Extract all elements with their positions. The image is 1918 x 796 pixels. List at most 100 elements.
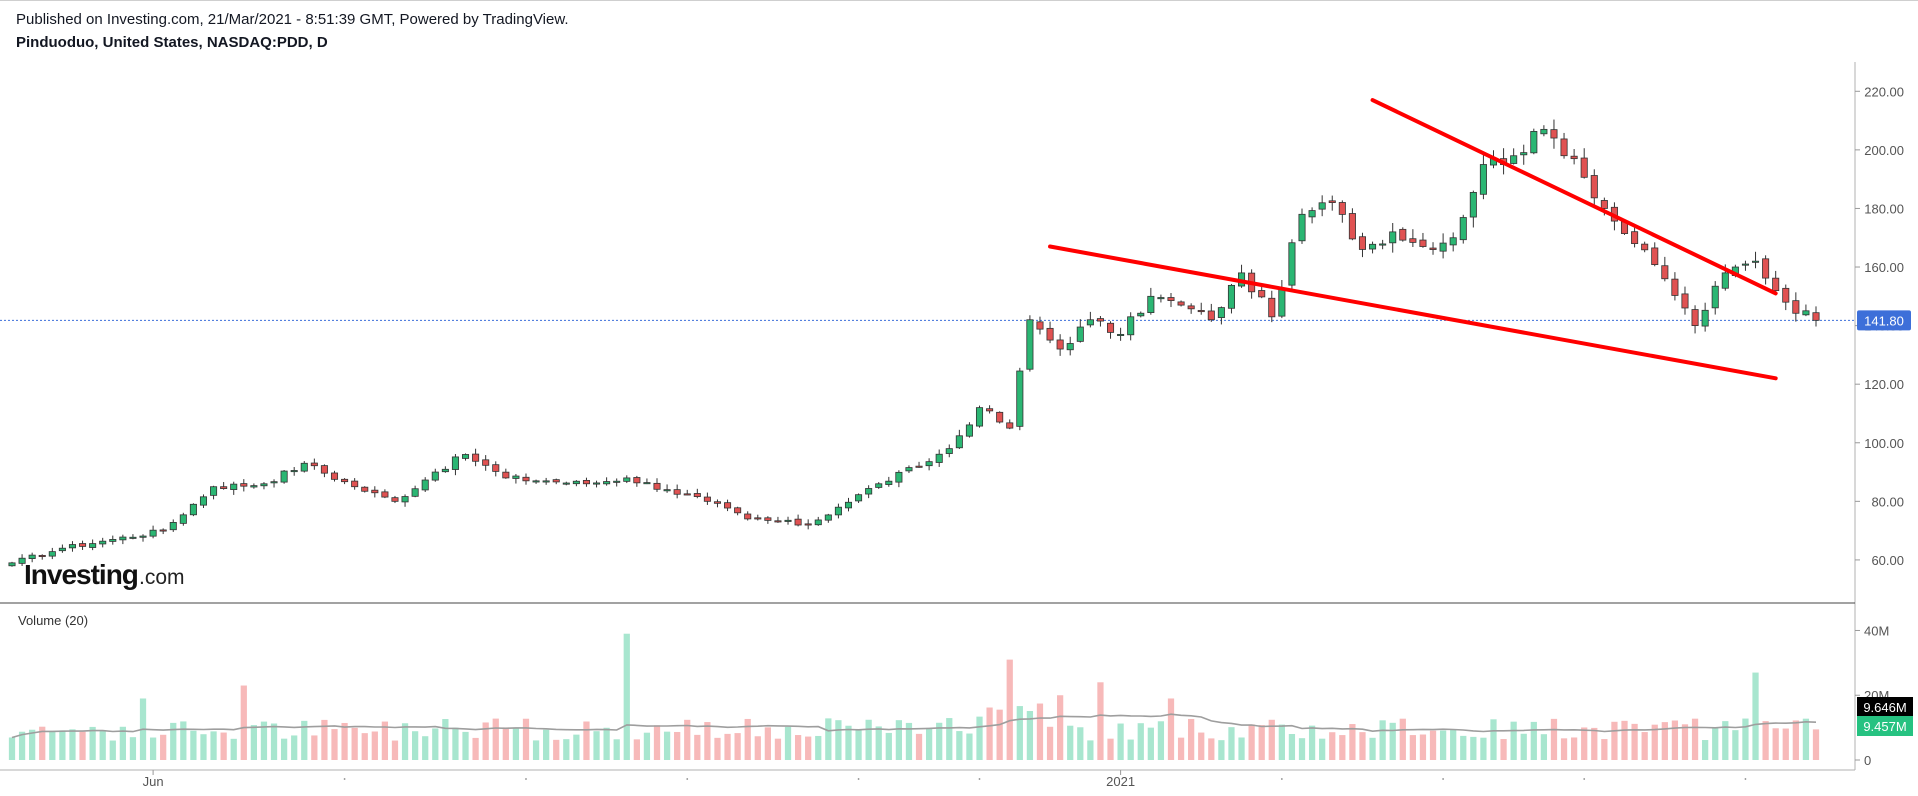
candle-body bbox=[1399, 228, 1407, 241]
volume-bar bbox=[59, 730, 66, 760]
volume-bar bbox=[331, 729, 338, 760]
volume-bar bbox=[794, 735, 802, 760]
last-price-value: 141.80 bbox=[1864, 313, 1904, 328]
volume-bar bbox=[694, 734, 701, 760]
candle-body bbox=[38, 554, 46, 557]
candle-body bbox=[794, 518, 802, 526]
volume-bar bbox=[99, 730, 106, 760]
trendline[interactable] bbox=[1048, 244, 1778, 381]
volume-bar bbox=[1570, 737, 1578, 760]
volume-bar bbox=[865, 719, 872, 760]
volume-bar bbox=[391, 740, 399, 760]
logo-suffix: .com bbox=[139, 566, 185, 589]
volume-bar bbox=[966, 733, 973, 760]
candle-body bbox=[1721, 272, 1729, 289]
candle-body bbox=[1429, 247, 1437, 250]
volume-bar bbox=[1319, 738, 1326, 760]
volume-bar bbox=[49, 731, 56, 760]
candle-body bbox=[411, 488, 419, 497]
volume-bar bbox=[230, 738, 237, 760]
volume-bar bbox=[170, 722, 177, 760]
candle-body bbox=[1701, 309, 1709, 327]
candle-body bbox=[492, 464, 500, 472]
volume-bar bbox=[1550, 718, 1558, 760]
candle-body bbox=[754, 517, 762, 520]
volume-bar bbox=[1530, 721, 1537, 760]
trendlines bbox=[1048, 98, 1778, 381]
volume-bar bbox=[815, 735, 822, 760]
candle-body bbox=[1641, 243, 1649, 251]
symbol-title: Pinduoduo, United States, NASDAQ:PDD, D bbox=[16, 34, 328, 51]
volume-bar bbox=[714, 737, 721, 760]
candle-body bbox=[1681, 293, 1689, 309]
candle-body bbox=[552, 479, 560, 483]
volume-bar bbox=[905, 722, 913, 760]
candle-body bbox=[1227, 284, 1235, 309]
volume-bar bbox=[250, 725, 258, 760]
volume-bar bbox=[1510, 721, 1517, 760]
candle-body bbox=[210, 486, 218, 496]
candle-body bbox=[341, 478, 349, 483]
volume-bar bbox=[462, 731, 469, 760]
volume-bar bbox=[653, 725, 661, 760]
volume-bar bbox=[149, 737, 157, 760]
candle-body bbox=[693, 493, 701, 497]
volume-bar bbox=[1248, 724, 1255, 760]
candle-body bbox=[1066, 343, 1074, 351]
candle-body bbox=[1782, 287, 1790, 303]
candle-body bbox=[562, 482, 570, 485]
candle-body bbox=[895, 471, 903, 483]
time-tick-label: Jun bbox=[143, 774, 164, 789]
volume-bar bbox=[1681, 724, 1689, 760]
volume-bar bbox=[1419, 734, 1427, 760]
candle-body bbox=[1076, 326, 1084, 342]
volume-bar bbox=[280, 738, 288, 760]
price-axis: 220.00200.00180.00160.00140.00120.00100.… bbox=[1855, 84, 1904, 568]
candle-body bbox=[199, 496, 208, 506]
candle-body bbox=[935, 453, 943, 463]
volume-bar bbox=[986, 707, 993, 760]
volume-bar bbox=[180, 721, 187, 760]
volume-bar bbox=[956, 731, 963, 760]
volume-bar bbox=[532, 740, 540, 760]
volume-bar bbox=[1490, 719, 1497, 760]
candle-body bbox=[351, 480, 359, 488]
candle-body bbox=[855, 494, 863, 502]
candle-body bbox=[320, 465, 328, 474]
candle-body bbox=[1671, 278, 1679, 296]
volume-bar bbox=[432, 728, 439, 760]
candle-body bbox=[734, 507, 742, 514]
volume-bar bbox=[1147, 727, 1154, 760]
candle-body bbox=[1278, 287, 1286, 317]
candle-body bbox=[613, 480, 621, 483]
candle-body bbox=[159, 529, 167, 532]
volume-bar bbox=[1560, 738, 1568, 760]
candle-body bbox=[663, 489, 671, 492]
volume-bar bbox=[936, 722, 943, 760]
volume-bar bbox=[190, 730, 197, 760]
volume-bar bbox=[1671, 720, 1679, 760]
candle-body bbox=[280, 470, 288, 483]
volume-bar bbox=[1691, 718, 1699, 760]
volume-bar bbox=[915, 733, 923, 760]
candle-body bbox=[441, 468, 449, 473]
candle-body bbox=[109, 539, 117, 542]
candle-body bbox=[875, 483, 883, 488]
trendline[interactable] bbox=[1370, 98, 1778, 296]
volume-bar bbox=[1258, 725, 1265, 760]
volume-bar bbox=[1802, 718, 1810, 760]
candle-body bbox=[1711, 285, 1719, 309]
candle-body bbox=[1560, 138, 1568, 157]
candle-body bbox=[1348, 213, 1356, 240]
candle-body bbox=[885, 480, 893, 485]
candle-body bbox=[582, 480, 590, 485]
volume-bar bbox=[1137, 723, 1144, 760]
candle-body bbox=[1741, 263, 1749, 266]
candle-body bbox=[673, 489, 681, 495]
candle-body bbox=[361, 486, 369, 492]
volume-bar bbox=[1127, 739, 1134, 760]
volume-bar bbox=[1389, 722, 1396, 760]
volume-bar bbox=[1329, 732, 1336, 760]
volume-bar bbox=[89, 726, 96, 760]
